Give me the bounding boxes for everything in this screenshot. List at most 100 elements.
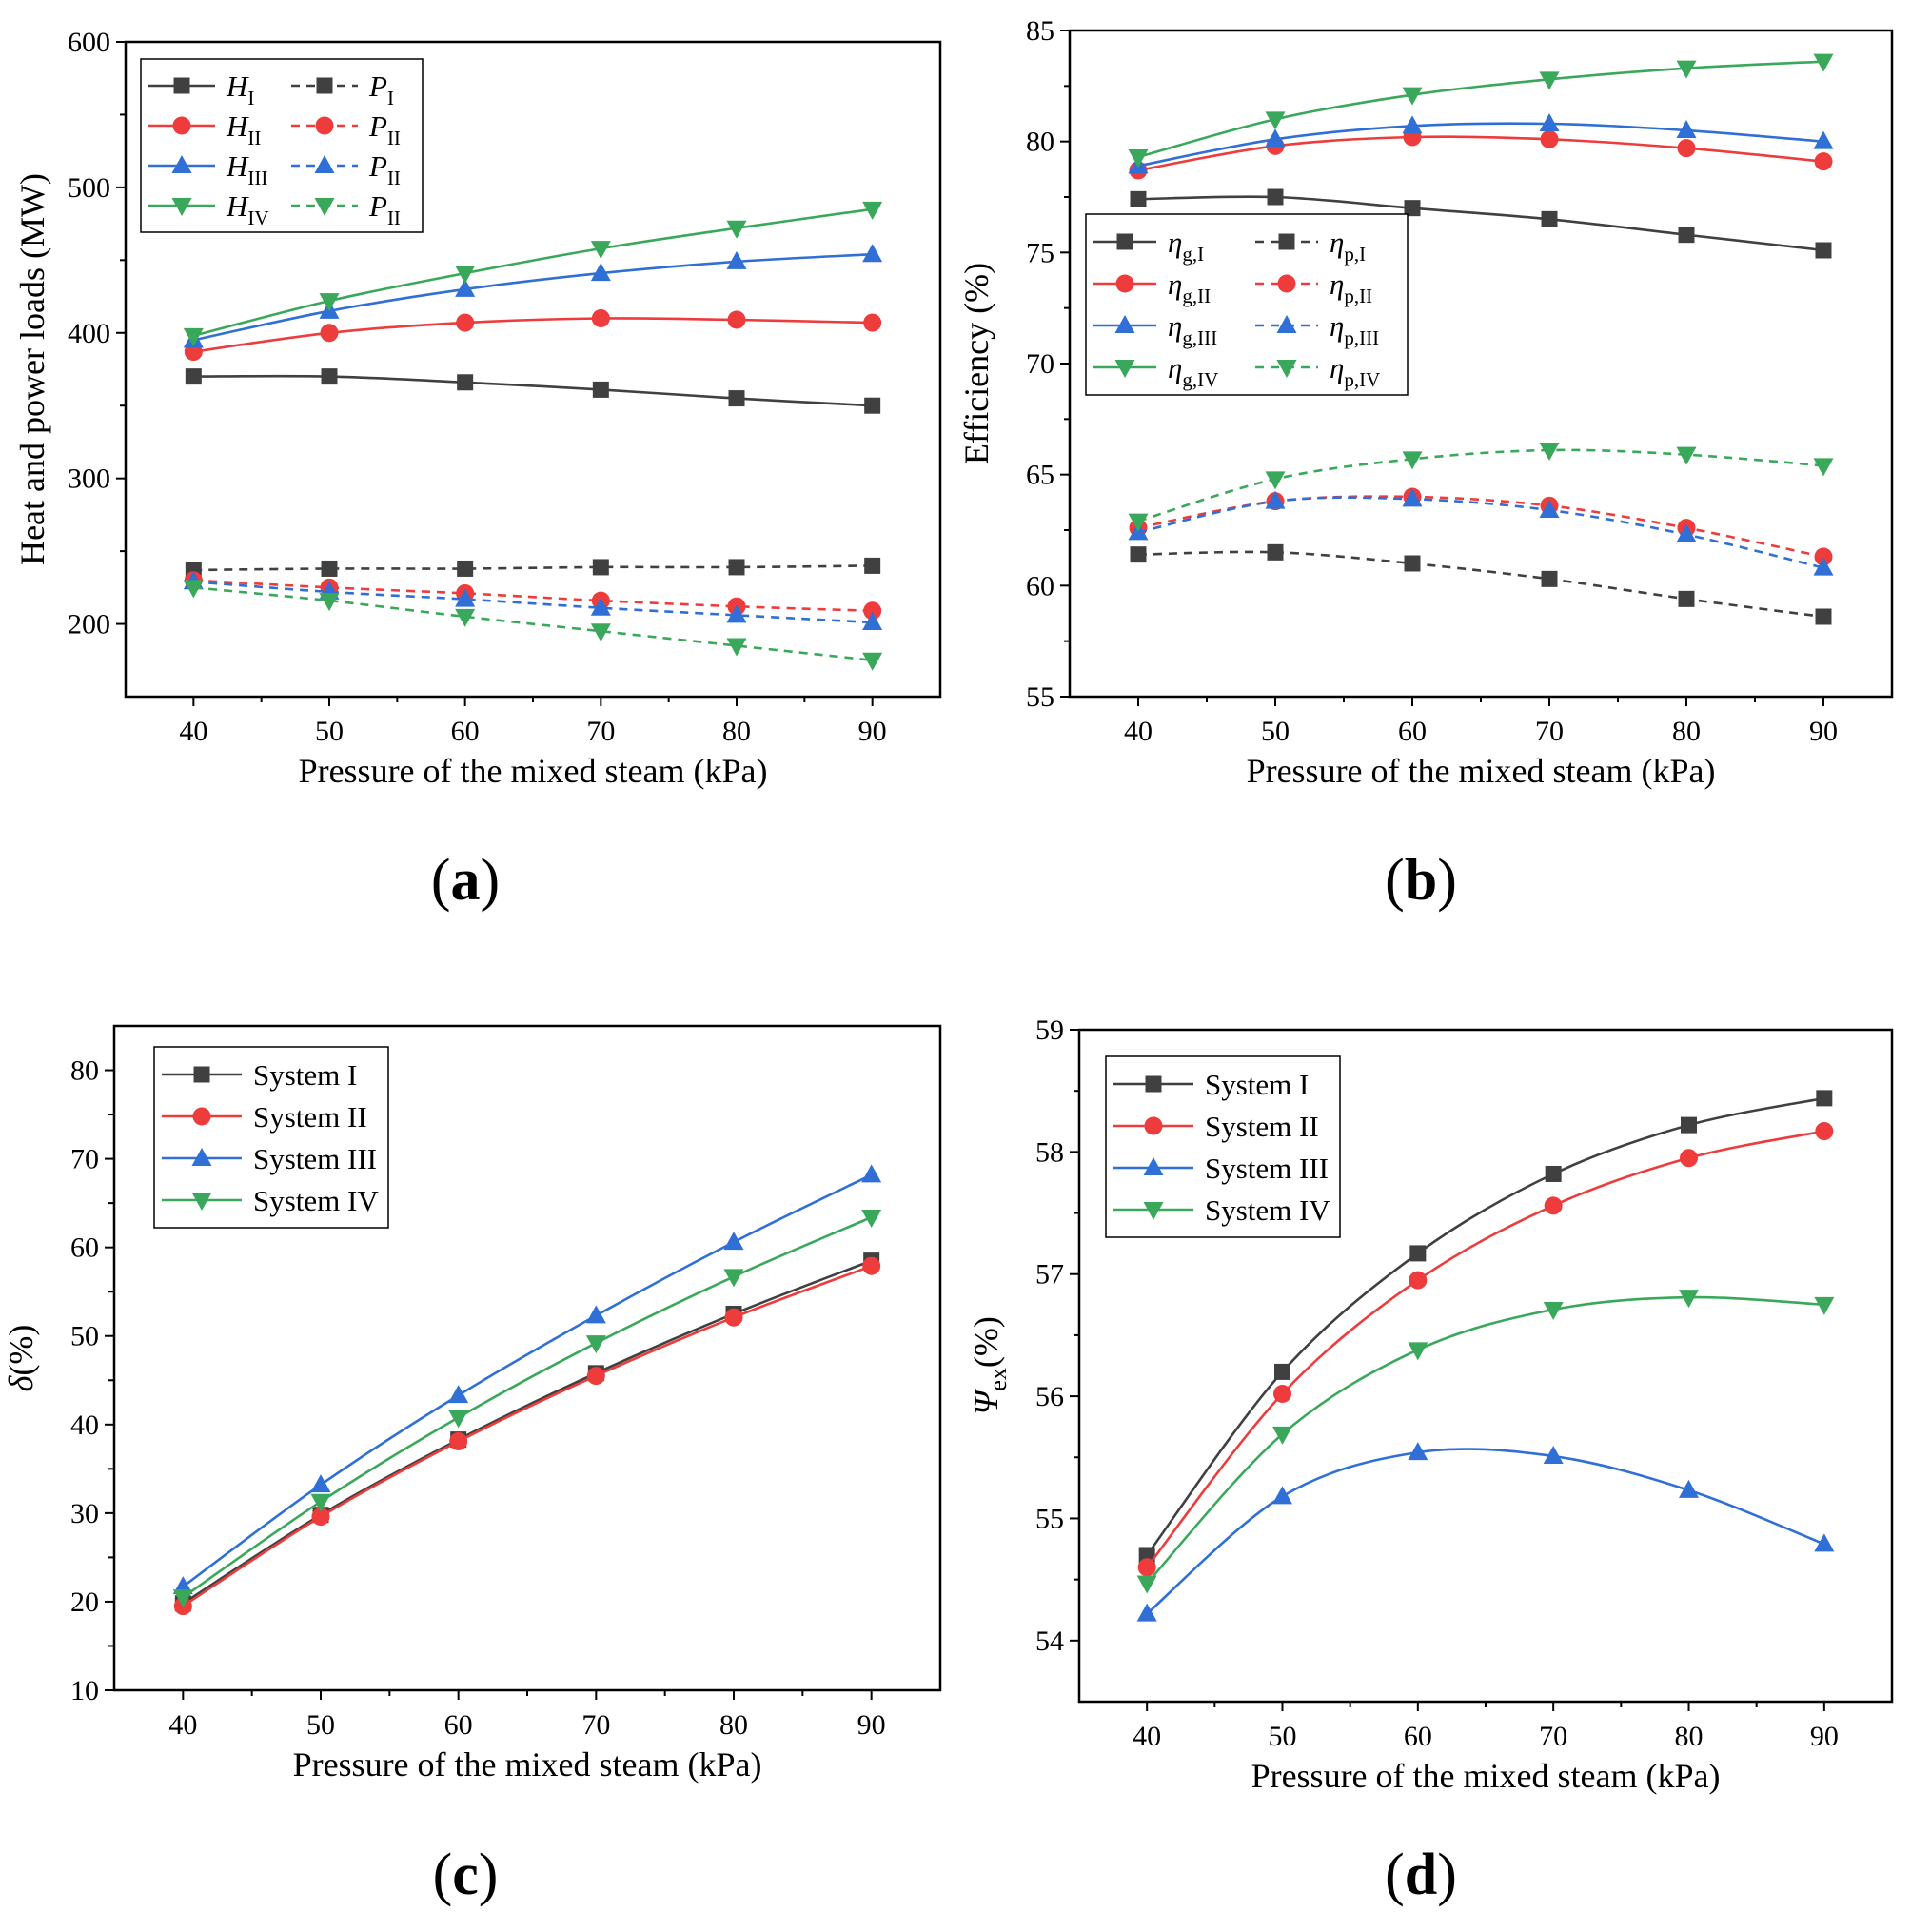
legend-entry: ηg,I <box>1093 226 1204 266</box>
series-H_III <box>183 244 883 348</box>
series-eta_p_IV <box>1128 443 1834 532</box>
x-tick-label: 90 <box>1809 716 1838 747</box>
data-point <box>863 601 882 621</box>
legend-label: ηg,IV <box>1168 351 1218 391</box>
series-eta_g_III <box>1128 113 1834 174</box>
series-System I <box>1138 1090 1833 1564</box>
legend-label: System IV <box>253 1184 379 1217</box>
y-tick-label: 10 <box>70 1675 99 1706</box>
data-point <box>457 374 474 391</box>
y-tick-label: 70 <box>70 1144 99 1175</box>
data-point <box>1814 1296 1835 1315</box>
data-point <box>723 1269 744 1288</box>
series-H_IV <box>183 201 883 346</box>
data-point <box>723 1232 744 1251</box>
series-eta_p_III <box>1128 488 1834 576</box>
panel-b: 40 50 60 70 80 90 55 60 65 70 75 80 85 Pressure of th… <box>957 15 1894 913</box>
legend-label: PI <box>368 69 394 109</box>
y-axis-title: Heat and power loads (MW) <box>13 173 51 565</box>
data-point <box>863 313 882 332</box>
legend-label: ηp,II <box>1330 267 1372 307</box>
data-point <box>728 390 745 407</box>
y-tick-label: 60 <box>1026 570 1054 601</box>
data-point <box>728 559 745 576</box>
legend-label: PII <box>368 189 401 229</box>
legend-swatch-marker <box>1114 360 1135 378</box>
y-tick-label: 300 <box>68 463 110 495</box>
series-line <box>1146 1448 1825 1615</box>
legend-label: System II <box>253 1100 367 1134</box>
x-tick-label: 50 <box>315 716 344 747</box>
legend-entry: ηp,III <box>1255 309 1379 349</box>
data-point <box>1409 1271 1428 1290</box>
data-point <box>1136 1603 1157 1622</box>
data-point <box>1814 152 1833 171</box>
data-point <box>1679 1290 1699 1309</box>
legend-entry: System I <box>1113 1068 1309 1101</box>
y-tick-label: 40 <box>70 1410 99 1441</box>
series-System I <box>174 1252 880 1612</box>
legend-label: ηg,I <box>1168 226 1204 266</box>
x-tick-label: 60 <box>451 716 480 747</box>
data-point <box>1539 113 1560 131</box>
x-tick-label: 50 <box>1261 716 1290 747</box>
data-point <box>1130 546 1147 563</box>
y-tick-label: 80 <box>1026 127 1054 158</box>
series-System III <box>1136 1442 1835 1622</box>
y-tick-label: 200 <box>68 609 110 641</box>
series-P_III <box>183 571 883 631</box>
legend-swatch-marker <box>1115 274 1134 293</box>
data-point <box>1676 60 1697 79</box>
data-point <box>1539 500 1560 518</box>
x-axis-title: Pressure of the mixed steam (kPa) <box>1247 752 1716 790</box>
data-point <box>319 293 340 312</box>
legend-swatch-marker <box>1276 360 1297 378</box>
panel-label: (b) <box>1385 848 1457 913</box>
y-tick-label: 60 <box>70 1232 99 1264</box>
y-tick-label: 56 <box>1035 1381 1064 1412</box>
legend: HI PI HII PII HIII PII HIV PII <box>140 58 424 233</box>
legend-label: System III <box>1205 1152 1329 1185</box>
legend-label: System I <box>253 1058 357 1092</box>
data-point <box>1677 139 1696 158</box>
x-tick-label: 80 <box>722 716 751 747</box>
data-point <box>590 241 611 260</box>
data-point <box>864 557 881 574</box>
legend-entry: ηg,IV <box>1093 351 1218 391</box>
series-line <box>193 580 873 624</box>
data-point <box>1128 513 1149 532</box>
x-tick-label: 80 <box>1672 716 1701 747</box>
legend-entry: HI <box>148 69 254 109</box>
x-tick-label: 60 <box>444 1709 473 1741</box>
x-tick-label: 60 <box>1398 716 1427 747</box>
data-point <box>585 1305 606 1324</box>
data-point <box>1274 1363 1290 1380</box>
data-point <box>1265 471 1286 490</box>
x-tick-label: 40 <box>179 716 207 747</box>
legend-swatch-marker <box>191 1148 212 1166</box>
data-point <box>586 1367 605 1386</box>
legend: ηg,I ηp,I ηg,II ηp,II ηg,III ηp,III ηg,IV ηp,IV <box>1085 213 1409 396</box>
data-point <box>590 263 611 282</box>
legend-entry: PII <box>291 189 401 229</box>
x-tick-label: 50 <box>306 1709 335 1741</box>
series-line <box>1137 122 1824 168</box>
data-point <box>1402 488 1423 507</box>
y-tick-label: 58 <box>1035 1136 1064 1168</box>
data-point <box>1680 1149 1698 1168</box>
data-point <box>319 593 340 612</box>
x-tick-label: 80 <box>1675 1721 1704 1752</box>
legend-swatch-marker <box>1143 1202 1164 1220</box>
legend-entry: PI <box>291 69 394 109</box>
data-point <box>455 608 476 627</box>
data-point <box>1678 227 1695 244</box>
series-line <box>193 579 873 613</box>
legend-entry: System I <box>162 1058 357 1092</box>
x-tick-label: 70 <box>1539 1721 1567 1752</box>
data-point <box>449 1431 468 1450</box>
legend-swatch-marker <box>1143 1157 1164 1175</box>
x-axis-title: Pressure of the mixed steam (kPa) <box>1251 1757 1721 1795</box>
panel-label: (c) <box>433 1843 499 1907</box>
series-line <box>1146 1096 1825 1556</box>
series-eta_g_IV <box>1128 53 1834 168</box>
